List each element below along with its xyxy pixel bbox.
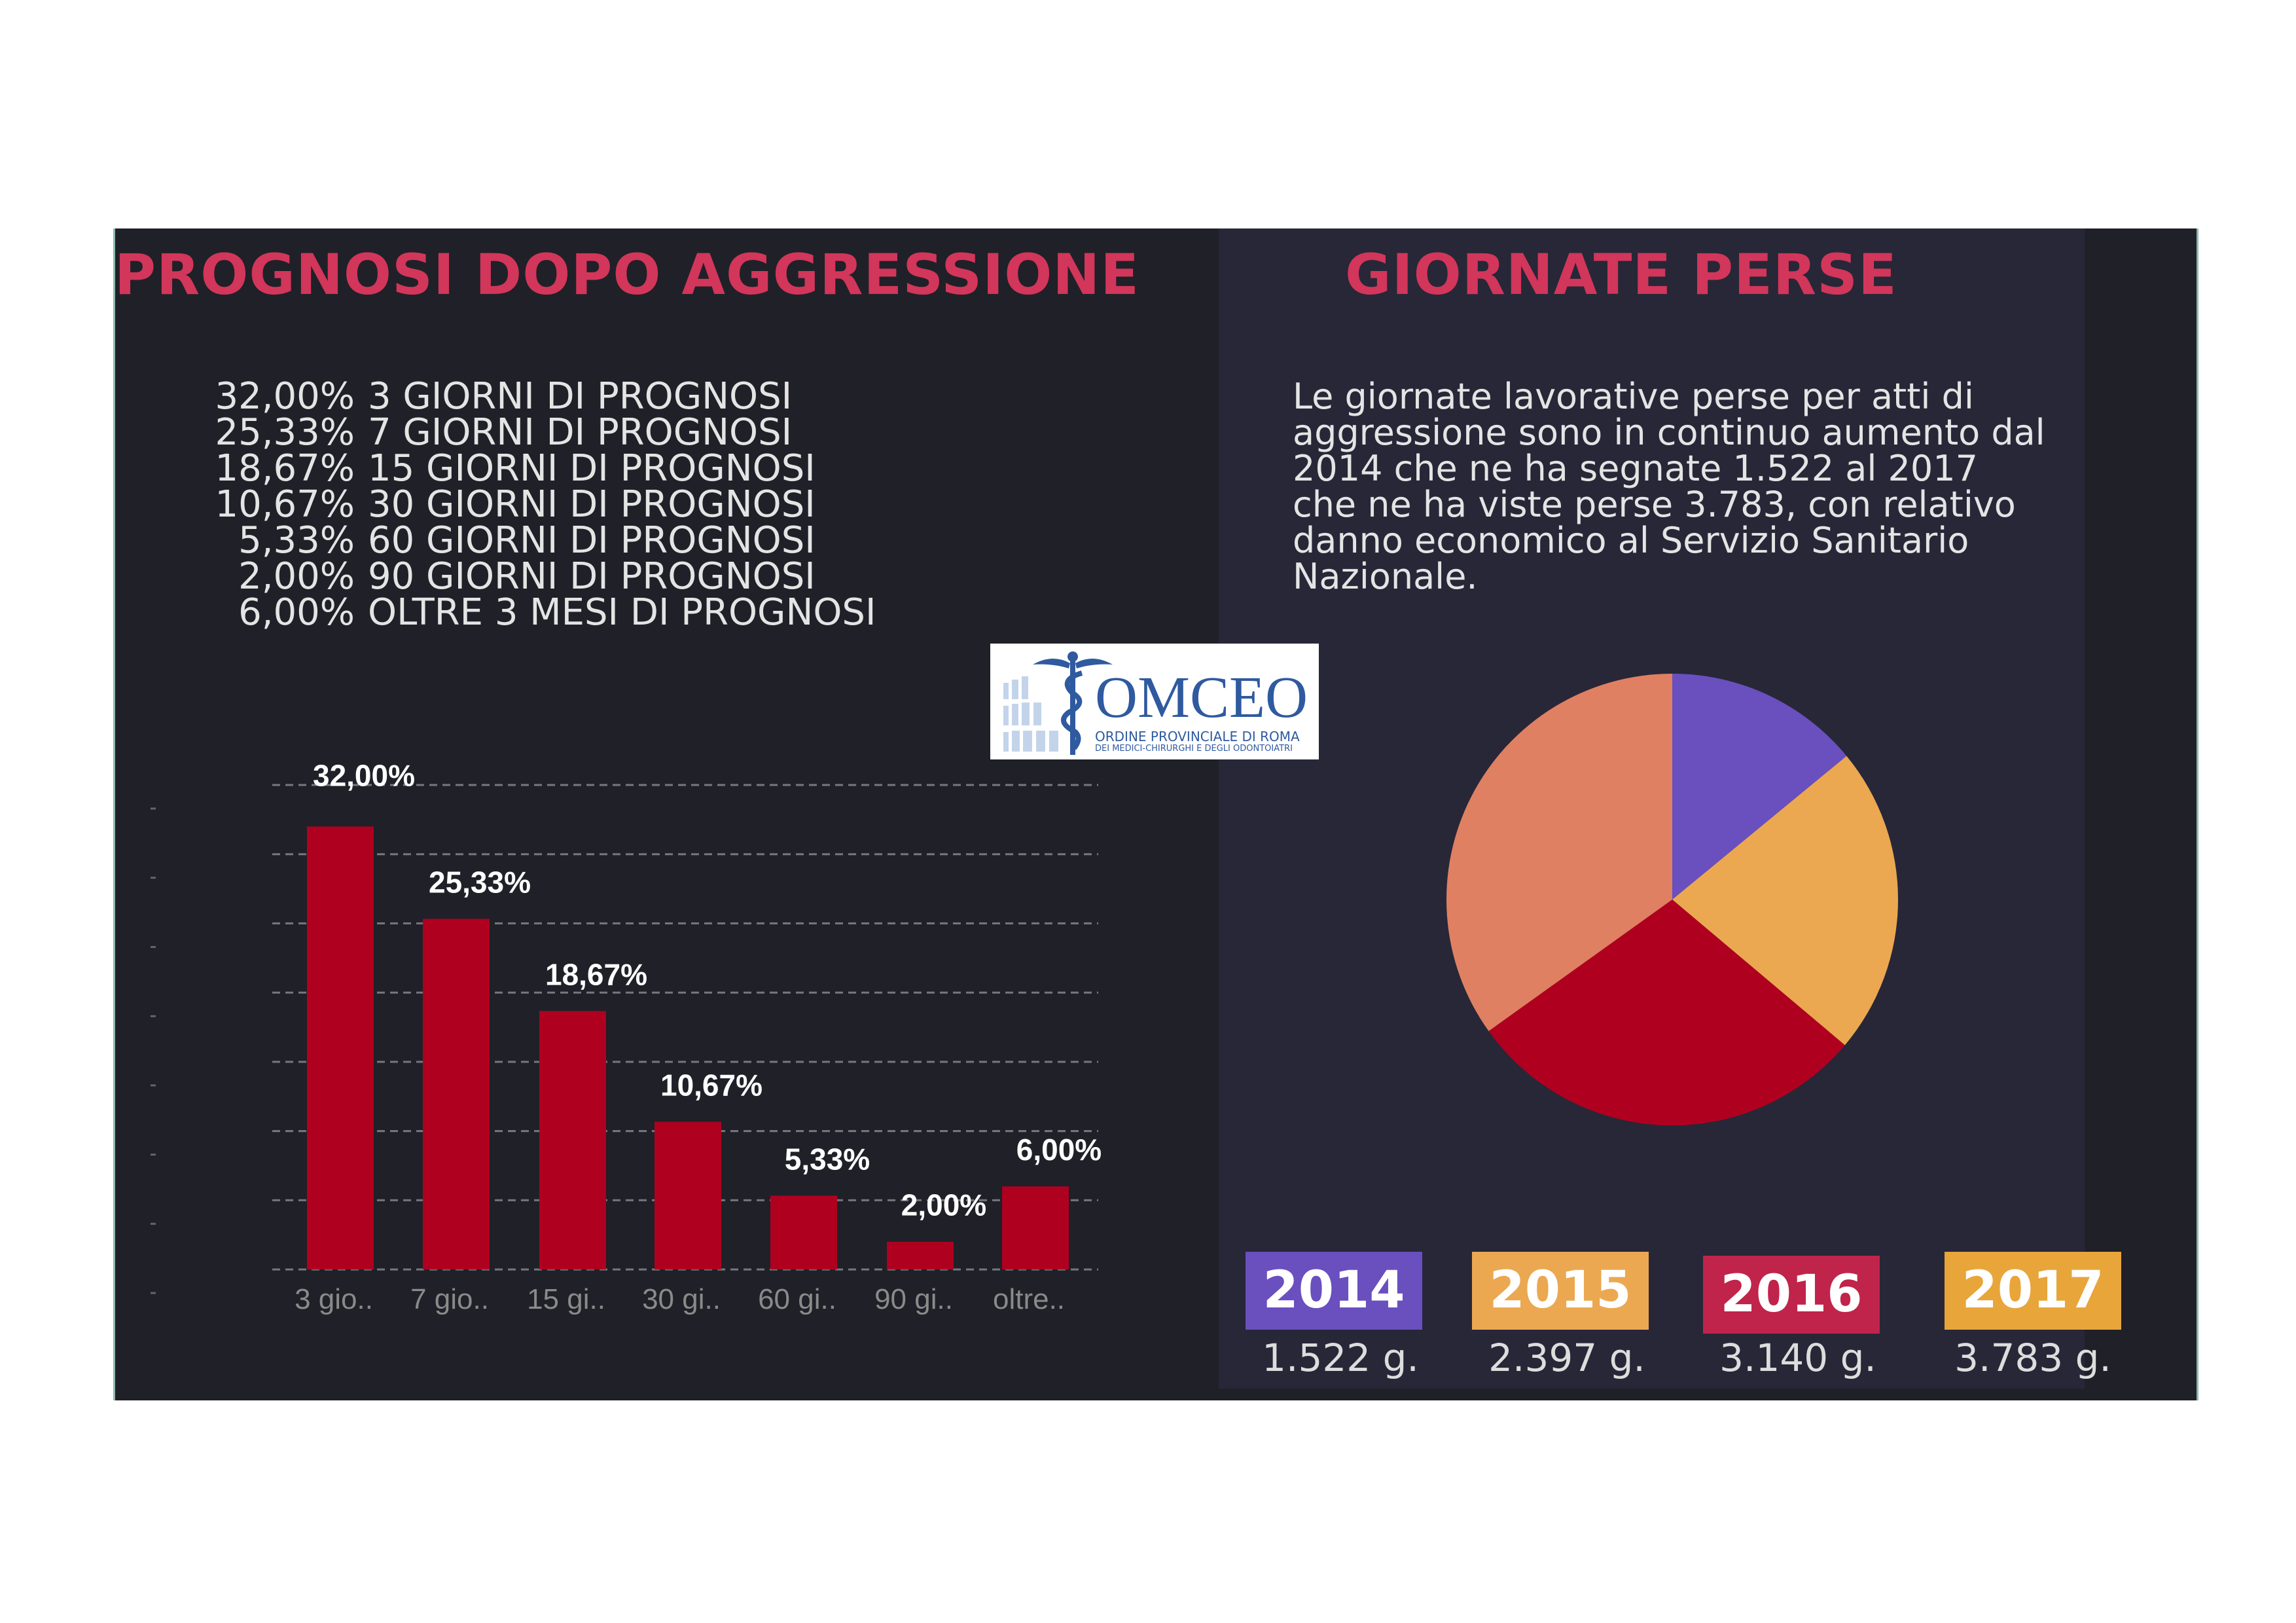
year-value-2016: 3.140 g.	[1719, 1336, 1876, 1380]
pie-slice-2016	[1488, 900, 1845, 1125]
bar	[887, 1241, 954, 1269]
bar-data-label: 10,67%	[660, 1068, 762, 1102]
list-item: 2,00% 90 GIORNI DI PROGNOSI	[164, 555, 876, 598]
logo-line1: ORDINE PROVINCIALE DI ROMA	[1095, 729, 1300, 744]
x-tick-label: 7 gio..	[410, 1283, 489, 1315]
year-label-2014: 2014	[1246, 1252, 1422, 1330]
x-tick-label: 30 gi..	[642, 1283, 721, 1315]
list-item: 32,00% 3 GIORNI DI PROGNOSI	[164, 375, 876, 418]
x-tick-label: 15 gi..	[527, 1283, 605, 1315]
bar-data-label: 25,33%	[429, 865, 531, 899]
caduceus-icon	[1003, 651, 1113, 755]
pie-slice-2017	[1446, 674, 1672, 1031]
list-pct: 18,67%	[215, 447, 355, 490]
pie-slice-2015	[1672, 756, 1898, 1046]
list-pct: 2,00%	[238, 555, 355, 598]
list-item: 25,33% 7 GIORNI DI PROGNOSI	[164, 411, 876, 454]
logo-name: OMCEO	[1095, 665, 1308, 730]
bar-data-label: 2,00%	[901, 1188, 986, 1222]
logo-line2: DEI MEDICI-CHIRURGHI E DEGLI ODONTOIATRI	[1095, 744, 1293, 754]
bar-data-label: 18,67%	[545, 957, 647, 991]
list-pct: 32,00%	[215, 375, 355, 418]
list-label: OLTRE 3 MESI DI PROGNOSI	[368, 591, 876, 634]
bar-data-label: 32,00%	[313, 758, 415, 792]
bar-data-label: 5,33%	[785, 1142, 870, 1176]
bar-chart: 32,00% 3 gio.. 25,33% 7 gio.. 18,67% 15 gi.. 1…	[151, 758, 1102, 1315]
bar	[539, 1011, 606, 1269]
bar	[655, 1122, 721, 1269]
list-label: 3 GIORNI DI PROGNOSI	[368, 375, 793, 418]
bar	[423, 919, 490, 1269]
list-item: 10,67% 30 GIORNI DI PROGNOSI	[164, 483, 876, 526]
bar	[770, 1195, 837, 1269]
pie-chart	[1446, 674, 1898, 1125]
list-pct: 25,33%	[215, 411, 355, 454]
list-pct: 5,33%	[238, 519, 355, 562]
year-label-2017: 2017	[1945, 1252, 2121, 1330]
list-label: 60 GIORNI DI PROGNOSI	[368, 519, 816, 562]
list-item: 5,33% 60 GIORNI DI PROGNOSI	[164, 519, 876, 562]
list-label: 7 GIORNI DI PROGNOSI	[368, 411, 793, 454]
pie-slice-2014	[1672, 674, 1847, 900]
year-value-2014: 1.522 g.	[1262, 1336, 1419, 1380]
x-tick-label: 90 gi..	[874, 1283, 953, 1315]
description-paragraph: Le giornate lavorative perse per atti di…	[1293, 376, 2045, 597]
omceo-logo: OMCEO ORDINE PROVINCIALE DI ROMA DEI MED…	[990, 644, 1319, 759]
left-title: PROGNOSI DOPO AGGRESSIONE	[115, 242, 1140, 308]
prognosis-list: 32,00% 3 GIORNI DI PROGNOSI 25,33% 7 GIORN…	[164, 375, 876, 634]
year-label-2016: 2016	[1703, 1256, 1880, 1334]
x-tick-label: oltre..	[993, 1283, 1065, 1315]
list-item: 6,00% OLTRE 3 MESI DI PROGNOSI	[164, 591, 876, 634]
list-item: 18,67% 15 GIORNI DI PROGNOSI	[164, 447, 876, 490]
list-pct: 10,67%	[215, 483, 355, 526]
year-value-2015: 2.397 g.	[1488, 1336, 1645, 1380]
bar	[1002, 1186, 1069, 1269]
bar	[307, 826, 374, 1269]
list-label: 90 GIORNI DI PROGNOSI	[368, 555, 816, 598]
x-tick-label: 60 gi..	[758, 1283, 836, 1315]
x-tick-label: 3 gio..	[295, 1283, 373, 1315]
year-value-2017: 3.783 g.	[1954, 1336, 2111, 1380]
list-pct: 6,00%	[238, 591, 355, 634]
right-title: GIORNATE PERSE	[1345, 242, 1897, 308]
list-label: 30 GIORNI DI PROGNOSI	[368, 483, 816, 526]
bar-data-label: 6,00%	[1016, 1133, 1102, 1167]
list-label: 15 GIORNI DI PROGNOSI	[368, 447, 816, 490]
year-label-2015: 2015	[1472, 1252, 1649, 1330]
